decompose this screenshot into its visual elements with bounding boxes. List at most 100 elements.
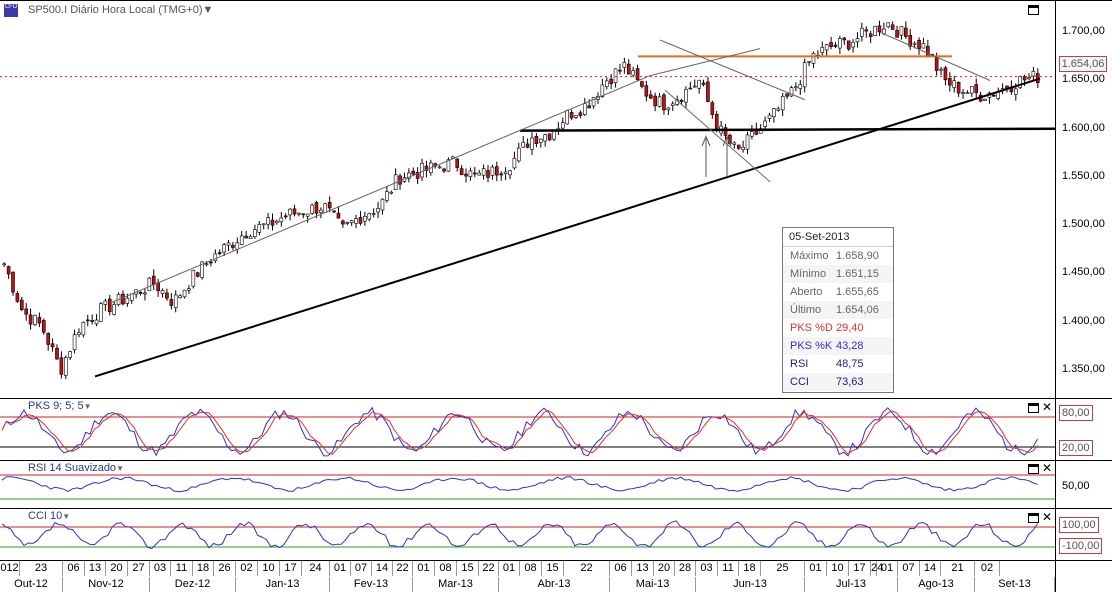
date-day-label: 01 [805, 561, 827, 576]
candle-body [710, 102, 715, 115]
date-day-label: 01 [413, 561, 435, 576]
rsi-chart[interactable] [0, 461, 1055, 509]
candle-body [94, 319, 99, 325]
candle-body [908, 34, 913, 47]
candle-body [802, 62, 807, 88]
candle-body [697, 79, 701, 89]
candle-body [270, 219, 275, 226]
price-panel[interactable]: CFD SP500.I Diário Hora Local (TMG+0)▼ [0, 0, 1056, 399]
candle-body [235, 242, 240, 250]
candle-body [77, 332, 81, 335]
candle-body [473, 172, 477, 175]
candle-body [948, 78, 952, 86]
candle-body [11, 271, 15, 293]
date-day-label: 08 [520, 561, 542, 576]
candle-body [499, 173, 504, 176]
candle-body [684, 89, 688, 103]
close-icon[interactable]: ✕ [1042, 400, 1053, 414]
date-day-label: 02 [975, 561, 1000, 576]
candle-body [662, 94, 666, 111]
cci-panel[interactable]: CCI 10▼ ✕ [0, 508, 1055, 561]
candle-body [517, 147, 521, 162]
price-tick-label: 1.550,00 [1062, 169, 1105, 182]
chevron-down-icon[interactable]: ▼ [116, 464, 124, 473]
candle-body [886, 22, 891, 28]
candle-body [411, 170, 416, 175]
cci-axis: 100,00 -100,00 [1055, 508, 1112, 561]
date-day-label: 17 [280, 561, 302, 576]
price-tick-label: 1.450,00 [1062, 266, 1105, 279]
candle-body [90, 320, 94, 322]
candle-body [28, 314, 33, 325]
candle-body [851, 42, 855, 48]
candle-body [622, 62, 627, 68]
data-window-value: 43,28 [836, 340, 864, 352]
candle-body [824, 44, 829, 51]
pks-chart[interactable] [0, 399, 1055, 461]
candle-body [644, 85, 649, 97]
data-window-label: PKS %D [790, 322, 833, 334]
maximize-icon[interactable] [1028, 513, 1039, 523]
rsi-title[interactable]: RSI 14 Suavizado▼ [28, 462, 124, 474]
date-month-label: Mar-13 [413, 577, 499, 592]
candle-body [376, 208, 380, 213]
candle-body [926, 45, 930, 57]
candle-body [68, 351, 72, 358]
candle-body [464, 173, 468, 177]
candle-body [833, 44, 838, 47]
close-icon[interactable]: ✕ [1042, 461, 1053, 475]
candle-body [275, 220, 279, 223]
pks-panel[interactable]: PKS 9; 5; 5▼ ✕ [0, 398, 1055, 461]
date-day-label: 27 [128, 561, 150, 576]
candle-body [763, 120, 767, 127]
date-day-label: 20 [654, 561, 675, 576]
cfd-icon: CFD [4, 4, 18, 17]
candle-body [85, 319, 90, 322]
chevron-down-icon[interactable]: ▼ [202, 4, 214, 16]
candle-body [838, 38, 842, 49]
cci-line [1, 520, 1039, 550]
date-day-label: 01 [330, 561, 351, 576]
maximize-icon[interactable] [1028, 5, 1039, 15]
price-chart[interactable] [0, 1, 1056, 399]
candle-body [455, 158, 460, 168]
candle-body [156, 282, 160, 292]
candle-body [807, 60, 811, 63]
close-icon[interactable]: ✕ [1042, 510, 1053, 524]
candle-body [508, 170, 512, 176]
candle-body [613, 68, 618, 83]
candle-body [794, 86, 798, 89]
maximize-icon[interactable] [1028, 464, 1039, 474]
data-window-value: 1.658,90 [836, 250, 879, 262]
candle-body [679, 99, 684, 102]
cci-chart[interactable] [0, 509, 1055, 561]
rsi-axis: 50,00 [1055, 460, 1112, 509]
candle-body [820, 47, 825, 53]
rsi-panel[interactable]: RSI 14 Suavizado▼ ✕ [0, 460, 1055, 509]
rsi-line [1, 476, 1038, 493]
candle-body [670, 103, 675, 106]
candle-body [939, 68, 943, 71]
date-axis: 012 23 06 13 20 27 03 11 18 26 02 10 17 24 01 07 14 22 01 0… [0, 560, 1055, 592]
date-month-label: Abr-13 [499, 577, 610, 592]
symbol-title[interactable]: SP500.I Diário Hora Local (TMG+0)▼ [28, 4, 214, 16]
candle-body [745, 134, 750, 150]
maximize-icon[interactable] [1028, 403, 1039, 413]
candle-body [292, 208, 297, 215]
candle-body [24, 308, 28, 315]
candle-body [222, 244, 226, 253]
candle-body [81, 322, 86, 336]
candle-body [899, 26, 904, 36]
candle-body [895, 30, 899, 38]
candle-body [873, 25, 877, 36]
candle-body [490, 166, 495, 176]
candle-body [552, 130, 556, 140]
cci-title[interactable]: CCI 10▼ [28, 510, 71, 522]
candle-body [648, 94, 653, 99]
pks-title[interactable]: PKS 9; 5; 5▼ [28, 400, 92, 412]
chevron-down-icon[interactable]: ▼ [62, 512, 71, 521]
pks-k-line [1, 406, 1039, 457]
candle-body [248, 236, 253, 239]
candle-body [209, 261, 213, 264]
chevron-down-icon[interactable]: ▼ [83, 402, 92, 411]
